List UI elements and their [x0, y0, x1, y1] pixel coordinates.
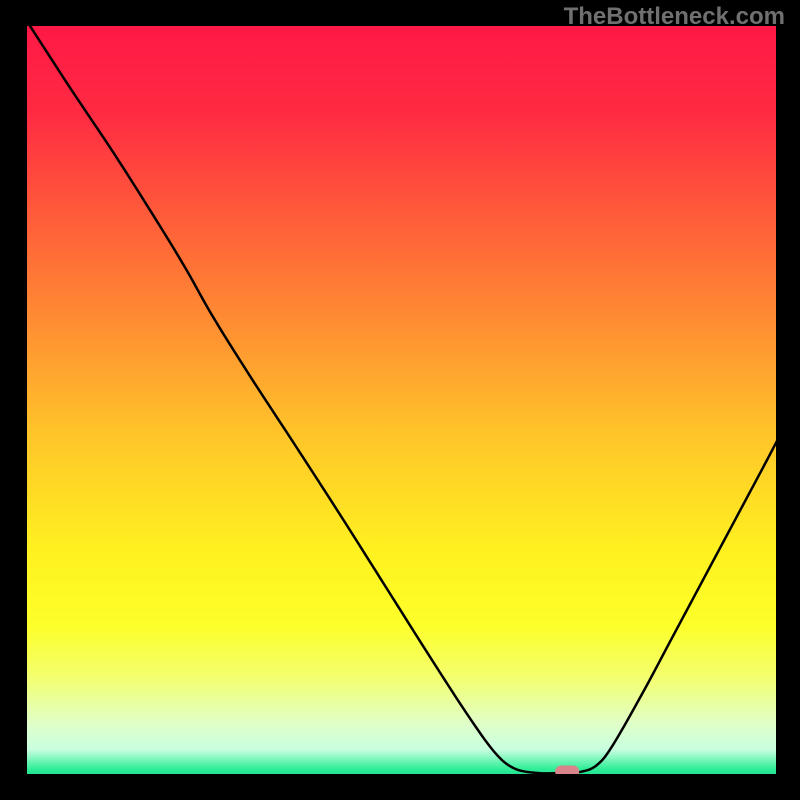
watermark-text: TheBottleneck.com [564, 3, 785, 31]
chart-container: TheBottleneck.com [0, 0, 800, 800]
bottleneck-curve-chart [0, 0, 800, 800]
plot-background [25, 24, 778, 776]
